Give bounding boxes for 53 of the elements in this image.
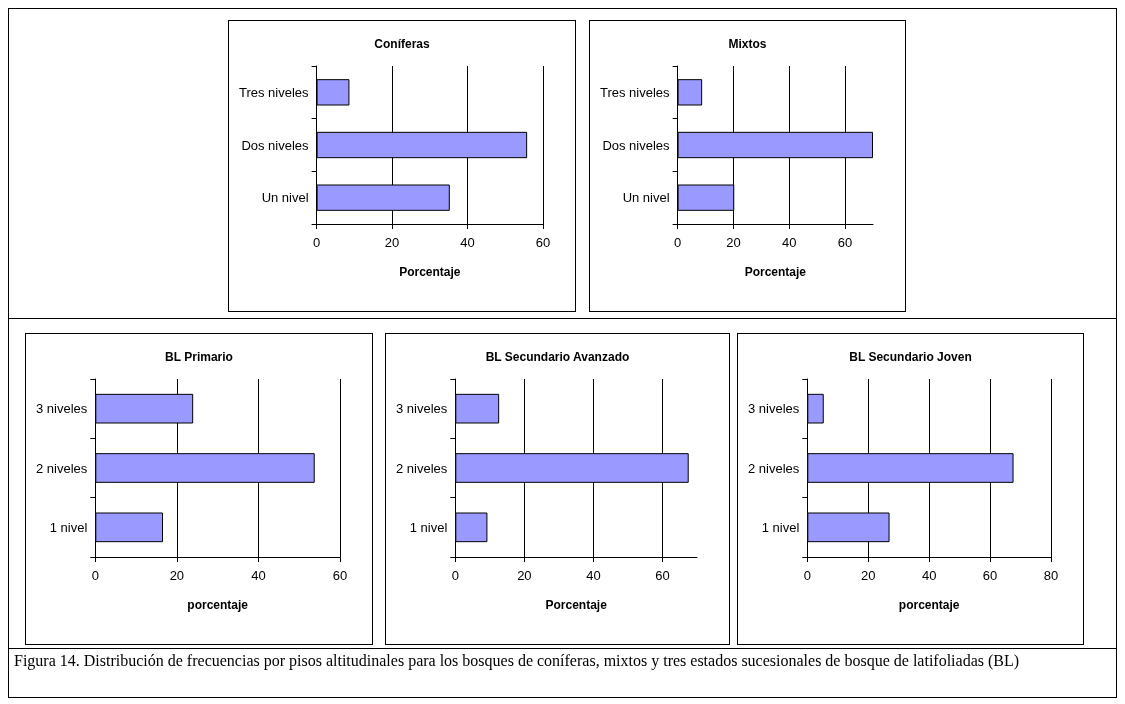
x-tick-label: 60 (655, 568, 670, 583)
y-tick-label: 3 niveles (36, 401, 88, 417)
x-axis-title: Porcentaje (545, 598, 608, 612)
x-tick-label: 40 (251, 568, 266, 583)
y-tick-label: Un nivel (261, 190, 309, 206)
x-axis-title: porcentaje (187, 598, 249, 612)
bar (455, 393, 500, 424)
y-tick-label: Dos niveles (602, 137, 671, 153)
x-tick-label: 40 (921, 568, 937, 583)
x-tick-label: 0 (673, 235, 682, 250)
y-tick-label: 3 niveles (396, 401, 448, 417)
y-tick-label: 3 niveles (748, 401, 800, 417)
bar (316, 79, 350, 106)
x-tick-label: 20 (517, 568, 532, 583)
y-tick-label: 2 niveles (36, 460, 88, 476)
x-tick-label: 40 (460, 235, 475, 250)
chart-title: Mixtos (728, 37, 767, 51)
y-tick-label: 1 nivel (49, 519, 88, 535)
x-tick-label: 0 (312, 235, 321, 250)
bar (677, 79, 703, 106)
x-axis-title: Porcentaje (399, 265, 461, 279)
y-tick-label: Dos niveles (241, 137, 310, 153)
y-tick-label: Tres niveles (238, 84, 310, 100)
y-tick-label: Un nivel (622, 190, 670, 206)
x-tick-label: 60 (332, 568, 348, 583)
x-tick-label: 60 (837, 235, 853, 250)
x-tick-label: 60 (982, 568, 998, 583)
x-tick-label: 20 (861, 568, 876, 583)
x-tick-label: 20 (726, 235, 741, 250)
chart-title: BL Secundario Avanzado (485, 350, 630, 364)
x-axis-title: Porcentaje (744, 265, 807, 279)
x-axis-title: porcentaje (898, 598, 960, 612)
bar (455, 512, 488, 543)
chart-title: BL Secundario Joven (849, 350, 972, 364)
chart-title: Coníferas (374, 37, 430, 51)
chart-title: BL Primario (165, 350, 233, 364)
x-tick-label: 40 (586, 568, 601, 583)
y-tick-label: 2 niveles (748, 460, 800, 476)
x-tick-label: 0 (91, 568, 99, 583)
x-tick-label: 60 (535, 235, 551, 250)
x-tick-label: 0 (803, 568, 811, 583)
x-tick-label: 40 (782, 235, 797, 250)
y-tick-label: 1 nivel (409, 519, 448, 535)
text: Figura 14. Distribución de frecuencias por pisos altitudinales para los bosques de coníferas, mixtos y tres estados sucesionales de bosque de latifoliadas (BL) (14, 651, 1021, 672)
y-tick-label: 2 niveles (396, 460, 448, 476)
x-tick-label: 20 (384, 235, 400, 250)
bar (95, 512, 164, 543)
x-tick-label: 20 (169, 568, 185, 583)
y-tick-label: 1 nivel (761, 519, 800, 535)
y-tick-label: Tres niveles (599, 84, 671, 100)
x-tick-label: 0 (451, 568, 459, 583)
x-tick-label: 80 (1043, 568, 1059, 583)
bar (807, 393, 824, 424)
